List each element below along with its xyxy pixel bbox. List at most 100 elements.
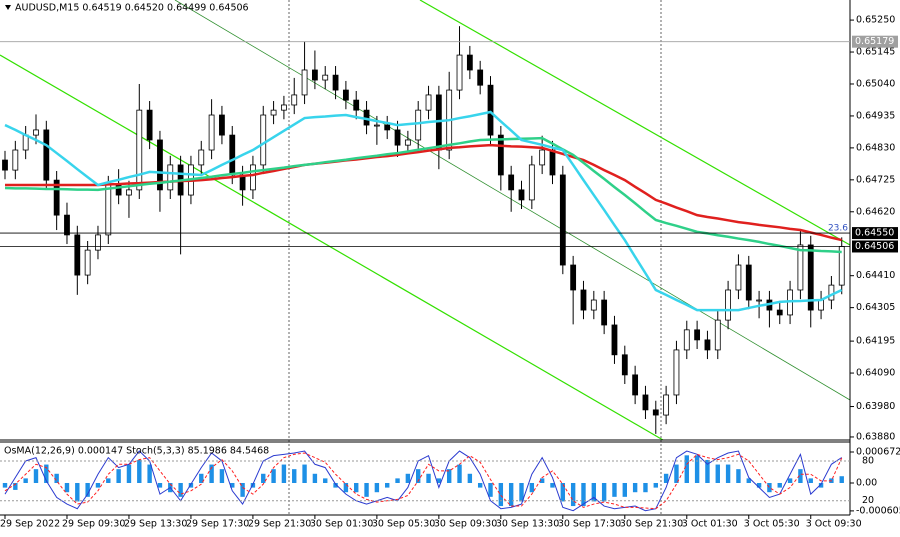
candle-body (260, 114, 267, 166)
osma-bar (302, 464, 307, 483)
y-tick-label: 0.65250 (856, 15, 895, 26)
candle-body (229, 134, 236, 176)
osma-bar (653, 482, 658, 488)
candle-body (694, 329, 701, 341)
candle-body (745, 264, 752, 301)
osma-bar (643, 482, 648, 493)
osma-bar (787, 478, 793, 483)
price-label-box (852, 227, 898, 240)
candle-body (797, 244, 804, 291)
moving-average (5, 143, 843, 242)
candle-body (818, 299, 824, 311)
menu-arrow[interactable] (5, 5, 11, 10)
y-tick-label: 0.00 (856, 477, 877, 488)
candle-body (208, 114, 215, 151)
candle-body (64, 214, 70, 236)
candle-body (714, 319, 721, 351)
osma-bar (467, 473, 473, 483)
y-tick-label: 0.65145 (856, 47, 895, 58)
price-label-box (852, 35, 898, 48)
x-tick-label: 29 Sep 2022 (0, 519, 60, 530)
candle-body (404, 139, 411, 146)
candle-body (157, 139, 163, 191)
osma-bar (364, 482, 369, 497)
candle-body (301, 69, 308, 96)
candle-body (611, 324, 618, 356)
x-tick-label: 30 Sep 21:30 (620, 519, 683, 530)
candle-body (270, 109, 277, 116)
candle-body (807, 244, 814, 311)
osma-bar (591, 482, 597, 502)
osma-bar (312, 473, 318, 483)
candle-body (673, 349, 680, 396)
osma-bar (147, 464, 152, 483)
candle-body (466, 54, 473, 71)
candle-body (198, 149, 205, 166)
trend-channel (174, 0, 851, 401)
indicator-header: OsMA(12,26,9) 0.000147 Stoch(5,3,3) 85.1… (4, 446, 269, 457)
stochastic-line (4, 450, 843, 512)
candle-body (281, 104, 287, 111)
candle-body (663, 394, 670, 416)
osma-bar (529, 482, 535, 493)
osma-bar (261, 473, 266, 483)
osma-bar (157, 482, 163, 488)
osma-bar (219, 469, 225, 483)
osma-bar (560, 482, 566, 502)
candle-body (146, 109, 153, 141)
osma-bar (343, 482, 349, 493)
osma-bar (498, 482, 504, 507)
osma-bar (230, 482, 235, 488)
candle-body (415, 109, 422, 141)
candle-body (126, 189, 132, 196)
candle-body (508, 174, 515, 191)
stochastic-line (4, 452, 843, 510)
osma-bar (446, 469, 452, 483)
trend-channel (419, 0, 851, 246)
candle-body (570, 264, 577, 291)
osma-bar (612, 482, 617, 497)
y-tick-label: 0.64195 (856, 336, 895, 347)
x-tick-label: 3 Oct 09:30 (806, 519, 862, 530)
candle-body (12, 149, 19, 171)
y-tick-label: 0.63880 (856, 431, 895, 442)
osma-bar (75, 482, 80, 502)
osma-bar (477, 482, 483, 488)
candle-body (683, 329, 690, 351)
candle-body (580, 289, 587, 311)
osma-bar (426, 473, 431, 483)
candle-body (642, 394, 649, 411)
osma-bar (777, 482, 782, 488)
y2-tick-label: 80 (862, 455, 874, 466)
osma-bar (333, 482, 338, 488)
osma-bar (209, 464, 214, 483)
osma-bar (374, 482, 380, 493)
candle-body (756, 299, 762, 302)
y-tick-label: 0.64725 (856, 174, 895, 185)
osma-bar (622, 482, 627, 497)
candle-body (601, 299, 608, 326)
osma-bar (323, 478, 328, 483)
osma-bar (137, 459, 142, 483)
osma-bar (601, 482, 607, 502)
trend-channel (0, 54, 664, 441)
osma-bar (13, 482, 18, 490)
candle-body (528, 164, 535, 201)
osma-bar (116, 469, 121, 483)
candle-body (828, 284, 835, 301)
candle-body (735, 264, 742, 291)
osma-bar (271, 469, 276, 483)
x-tick-label: 30 Sep 17:30 (558, 519, 621, 530)
candle-body (322, 74, 329, 81)
candle-body (43, 129, 50, 181)
x-tick-label: 30 Sep 05:30 (372, 519, 435, 530)
osma-bar (457, 464, 462, 483)
osma-bar (126, 464, 132, 483)
level-annotation: 23.6 (828, 224, 848, 234)
osma-bar (705, 459, 710, 483)
y-tick-label: 0.65040 (856, 78, 895, 89)
candle-body (105, 184, 112, 236)
osma-bar (354, 482, 359, 493)
